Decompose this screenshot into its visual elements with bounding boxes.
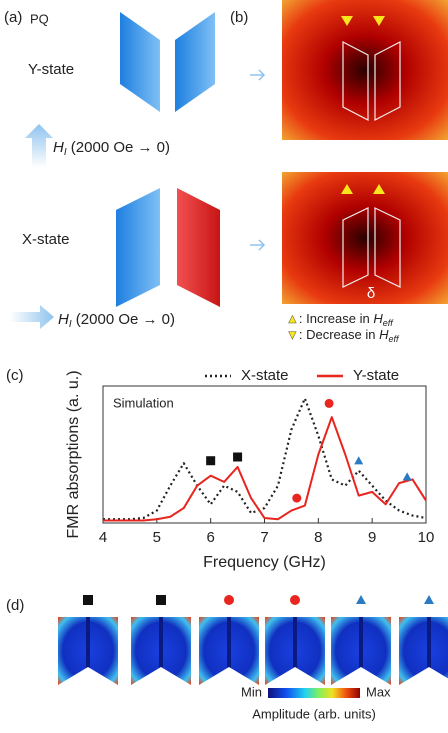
x-tick-label: 10 xyxy=(418,529,435,546)
marker xyxy=(206,456,216,466)
marker xyxy=(83,595,93,605)
legend-text: : Decrease in xyxy=(299,327,379,342)
panel-label: (a) xyxy=(4,9,22,26)
legend-label: X-state xyxy=(241,367,289,384)
subscript: eff xyxy=(383,318,395,328)
marker xyxy=(233,452,243,462)
field-map xyxy=(282,0,448,140)
legend-marker: ▼ xyxy=(286,327,299,342)
marker xyxy=(292,493,302,503)
legend-text: : Increase in xyxy=(299,311,373,326)
chart: 4 5 6 7 8 9 10 Frequency (GHz) FMR absorptions (… xyxy=(65,367,434,571)
x-tick-label: 4 xyxy=(99,529,107,546)
marker xyxy=(324,398,334,408)
series-line xyxy=(103,397,427,521)
annotation: Simulation xyxy=(113,395,174,410)
symbol: H xyxy=(373,311,383,326)
mode-corner xyxy=(331,667,391,685)
arrow xyxy=(250,69,266,251)
marker xyxy=(224,595,234,605)
colorbar-min: Min xyxy=(241,684,262,699)
field-arrow xyxy=(25,124,53,168)
colorbar xyxy=(268,688,360,698)
subscript: I xyxy=(69,319,72,330)
y-axis-label: FMR absorptions (a. u.) xyxy=(65,370,82,538)
symbol: H xyxy=(53,139,64,156)
x-tick-label: 7 xyxy=(260,529,268,546)
series-line xyxy=(103,416,427,522)
gap-label: δ xyxy=(367,285,375,302)
mode-corner xyxy=(199,667,259,685)
marker xyxy=(290,595,300,605)
colorbar-label: Amplitude (arb. units) xyxy=(252,706,376,721)
panel-label: (d) xyxy=(6,597,24,614)
colorbar-max: Max xyxy=(366,684,391,699)
x-tick-label: 9 xyxy=(368,529,376,546)
marker xyxy=(402,472,412,481)
mode-corner xyxy=(58,667,118,685)
magnet xyxy=(120,12,160,112)
x-tick-label: 6 xyxy=(206,529,214,546)
marker xyxy=(424,595,434,604)
magnet xyxy=(175,12,215,112)
mode-images xyxy=(58,595,448,685)
x-tick-label: 5 xyxy=(153,529,161,546)
marker xyxy=(354,456,364,465)
state-label: X-state xyxy=(22,231,70,248)
field-arrow xyxy=(10,305,54,329)
x-tick-label: 8 xyxy=(314,529,322,546)
symbol: H xyxy=(58,311,69,328)
label: PQ xyxy=(30,11,49,26)
mode-corner xyxy=(399,667,448,685)
text: (2000 Oe → 0) xyxy=(72,311,175,328)
marker xyxy=(356,595,366,604)
legend-label: Y-state xyxy=(353,367,399,384)
panel-label: (b) xyxy=(230,9,248,26)
text: (2000 Oe → 0) xyxy=(67,139,170,156)
magnet xyxy=(116,188,160,307)
legend-marker: ▲ xyxy=(286,311,299,326)
marker xyxy=(341,16,385,194)
panel-label: (c) xyxy=(6,367,24,384)
symbol: H xyxy=(379,327,389,342)
mode-corner xyxy=(265,667,325,685)
state-label: Y-state xyxy=(28,61,74,78)
subscript: eff xyxy=(388,334,400,344)
subscript: I xyxy=(64,147,67,158)
field-label: HI (2000 Oe → 0) xyxy=(53,139,170,158)
field-label: HI (2000 Oe → 0) xyxy=(58,311,175,330)
magnet-outline xyxy=(342,41,401,288)
mode-corner xyxy=(131,667,191,685)
x-axis-label: Frequency (GHz) xyxy=(203,554,326,571)
field-map xyxy=(282,172,448,304)
legend-entry: ▼: Decrease in Heff xyxy=(286,327,400,344)
magnet xyxy=(177,188,220,307)
marker xyxy=(156,595,166,605)
legend-entry: ▲: Increase in Heff xyxy=(286,311,394,328)
legend: ▲: Increase in Heff▼: Decrease in Heff xyxy=(286,311,400,344)
